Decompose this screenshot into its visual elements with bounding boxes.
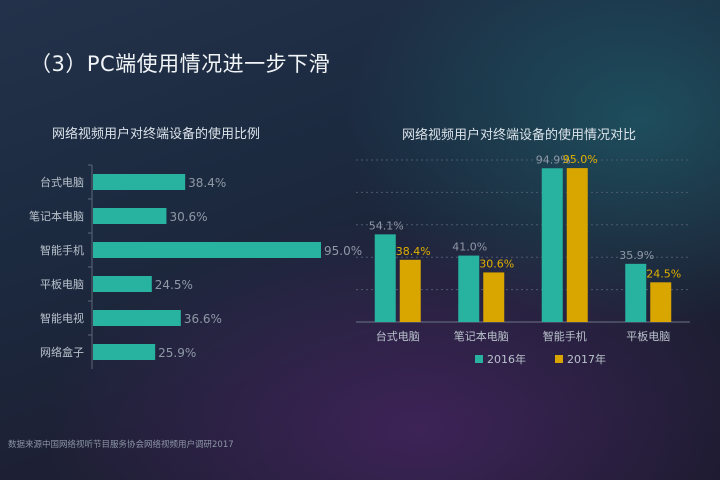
x-tick-label: 平板电脑 [626, 329, 670, 343]
y-tick-label: 笔记本电脑 [29, 209, 84, 223]
left-chart-title: 网络视频用户对终端设备的使用比例 [52, 127, 261, 142]
data-label: 24.5% [155, 278, 193, 292]
x-tick-label: 智能手机 [543, 329, 587, 343]
data-label: 30.6% [169, 210, 207, 224]
bar [374, 234, 396, 322]
data-label: 25.9% [158, 346, 196, 360]
data-label: 94.9% [536, 153, 571, 166]
data-label: 54.1% [369, 219, 404, 232]
bar [566, 168, 588, 322]
data-label: 95.0% [563, 153, 598, 166]
data-label: 35.9% [619, 249, 654, 262]
bar [93, 174, 186, 190]
right-chart-title: 网络视频用户对终端设备的使用情况对比 [402, 128, 637, 143]
data-label: 38.4% [188, 176, 226, 190]
x-tick-label: 笔记本电脑 [454, 329, 509, 343]
data-label: 36.6% [184, 312, 222, 326]
bar [399, 259, 421, 322]
data-label: 95.0% [324, 244, 362, 258]
bar [650, 282, 672, 322]
data-label: 41.0% [452, 241, 487, 254]
legend-label: 2017年 [567, 352, 606, 366]
data-label: 30.6% [479, 257, 514, 270]
bar [93, 344, 156, 360]
bar [458, 255, 480, 322]
data-label: 24.5% [646, 267, 681, 280]
data-source-note: 数据来源中国网络视听节目服务协会网络视频用户调研2017 [8, 440, 234, 450]
legend-label: 2016年 [487, 352, 526, 366]
bar [93, 276, 152, 292]
y-tick-label: 网络盒子 [40, 345, 84, 359]
legend-swatch [555, 355, 563, 363]
y-tick-label: 智能电视 [40, 311, 84, 325]
y-tick-label: 智能手机 [40, 243, 84, 257]
data-label: 38.4% [396, 245, 431, 258]
x-tick-label: 台式电脑 [376, 329, 420, 343]
y-tick-label: 平板电脑 [40, 277, 84, 291]
bar [93, 310, 181, 326]
bar [541, 168, 563, 322]
legend-swatch [475, 355, 483, 363]
bar [93, 242, 321, 258]
bar [483, 272, 505, 322]
page-title: （3）PC端使用情况进一步下滑 [30, 52, 331, 76]
y-tick-label: 台式电脑 [40, 175, 84, 189]
bar [625, 263, 647, 322]
bar [93, 208, 167, 224]
